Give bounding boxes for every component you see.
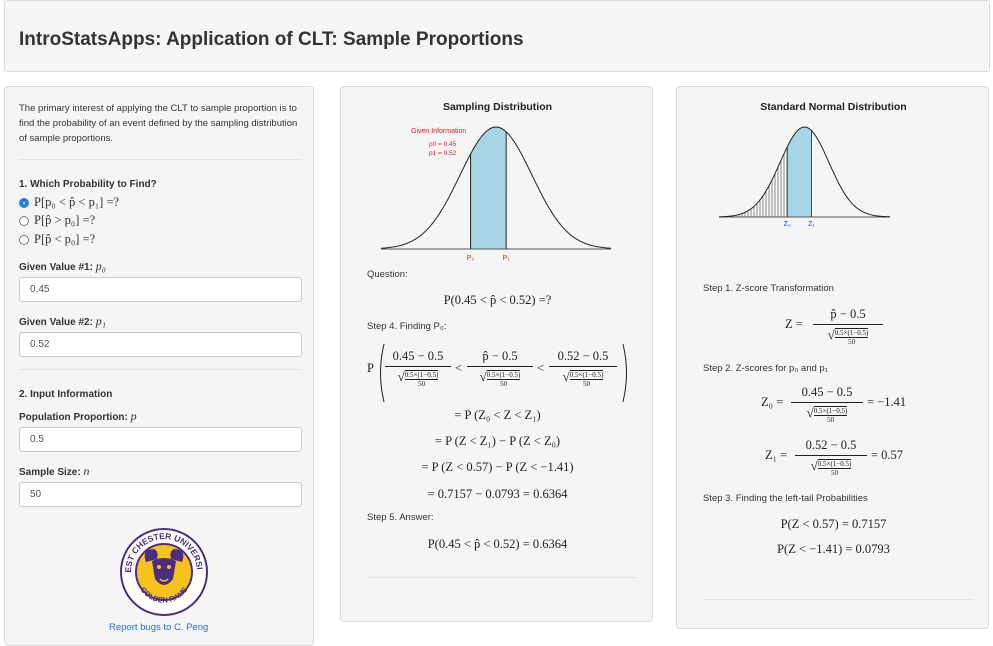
pop-input[interactable]: 0.5 bbox=[19, 427, 302, 452]
given1-input[interactable]: 0.45 bbox=[19, 277, 302, 302]
sampling-panel: Sampling Distribution Given Information … bbox=[340, 86, 653, 622]
step4-label: Step 4. Finding P₀: bbox=[367, 321, 447, 332]
pop-label: Population Proportion: p bbox=[19, 409, 137, 423]
n-label: Sample Size: n bbox=[19, 464, 90, 478]
question-math: P(0.45 < p̂ < 0.52) =? bbox=[443, 293, 552, 307]
option-greater-label: P[p̂ > p₀] =? bbox=[34, 213, 96, 227]
axis-z0-label: Z₀ bbox=[784, 221, 791, 228]
divider bbox=[19, 159, 302, 160]
sampling-distribution-chart: Given Information p0 = 0.45 p1 = 0.52 P₀… bbox=[380, 126, 612, 262]
prob1-math: P(Z < 0.57) = 0.7157 bbox=[780, 517, 887, 531]
option-less-label: P[p̂ < p₀] =? bbox=[34, 232, 96, 246]
report-bugs-link[interactable]: Report bugs to C. Peng bbox=[109, 622, 209, 633]
n-input[interactable]: 50 bbox=[19, 482, 302, 507]
radio-greater[interactable] bbox=[19, 215, 29, 226]
axis-p0-label: P₀ bbox=[467, 255, 475, 262]
sidebar-panel: The primary interest of applying the CLT… bbox=[4, 86, 314, 646]
derivation-line-4: = 0.7157 − 0.0793 = 0.6364 bbox=[427, 487, 568, 501]
z0-formula: Z₀ = 0.45 − 0.5 √ 0.5×(1−0.5) 50 = −1.41 bbox=[761, 385, 907, 425]
wcu-logo: WEST CHESTER UNIVERSITY GOLDEN RAMS bbox=[119, 527, 208, 616]
step1-label: Step 1. Z-score Transformation bbox=[703, 283, 834, 294]
given-p1: p1 = 0.52 bbox=[429, 150, 457, 157]
z-formula: Z = p̂ − 0.5 √ 0.5×(1−0.5) 50 bbox=[785, 307, 955, 351]
standard-normal-panel: Standard Normal Distribution Z₀ Z₁ Step … bbox=[676, 86, 989, 629]
radio-less[interactable] bbox=[19, 234, 29, 245]
step5-label: Step 5. Answer: bbox=[367, 512, 434, 523]
option-between[interactable]: P[p₀ < p̂ < p₁] =? bbox=[19, 195, 119, 210]
divider bbox=[703, 599, 973, 600]
page-title: IntroStatsApps: Application of CLT: Samp… bbox=[19, 29, 524, 50]
given1-label: Given Value #1: p₀ bbox=[19, 259, 106, 273]
app-header: IntroStatsApps: Application of CLT: Samp… bbox=[4, 0, 990, 72]
step2-label: Step 2. Z-scores for p₀ and p₁ bbox=[703, 363, 828, 374]
radio-between[interactable] bbox=[19, 197, 29, 208]
derivation-line-2: = P (Z < Z₁) − P (Z < Z₀) bbox=[434, 434, 561, 448]
standard-title: Standard Normal Distribution bbox=[760, 101, 907, 113]
given-info-title: Given Information bbox=[411, 128, 466, 135]
answer-math: P(0.45 < p̂ < 0.52) = 0.6364 bbox=[427, 537, 568, 551]
derivation-line-3: = P (Z < 0.57) − P (Z < −1.41) bbox=[421, 460, 574, 474]
section2-label: 2. Input Information bbox=[19, 389, 113, 400]
option-less[interactable]: P[p̂ < p₀] =? bbox=[19, 232, 95, 247]
given2-label: Given Value #2: p₁ bbox=[19, 314, 106, 328]
question-label: Question: bbox=[367, 269, 408, 280]
divider bbox=[19, 369, 302, 370]
intro-text: The primary interest of applying the CLT… bbox=[19, 103, 298, 144]
z1-formula: Z₁ = 0.52 − 0.5 √ 0.5×(1−0.5) 50 = 0.57 bbox=[765, 438, 904, 478]
derivation-line-1: = P (Z₀ < Z < Z₁) bbox=[454, 408, 541, 422]
section1-label: 1. Which Probability to Find? bbox=[19, 179, 157, 190]
standardization-expression: P 0.45 − 0.5 √ 0.5×(1−0.5) 50 < p̂ − 0.5 √… bbox=[367, 343, 637, 403]
standard-normal-chart: Z₀ Z₁ bbox=[718, 126, 891, 228]
divider bbox=[367, 577, 637, 578]
axis-p1-label: P₁ bbox=[503, 255, 511, 262]
sampling-title: Sampling Distribution bbox=[442, 101, 553, 113]
step3-label: Step 3. Finding the left-tail Probabilit… bbox=[703, 493, 868, 504]
option-between-label: P[p₀ < p̂ < p₁] =? bbox=[34, 195, 120, 209]
given-p0: p0 = 0.45 bbox=[429, 141, 457, 148]
option-greater[interactable]: P[p̂ > p₀] =? bbox=[19, 213, 95, 228]
prob2-math: P(Z < −1.41) = 0.0793 bbox=[777, 542, 890, 556]
given2-input[interactable]: 0.52 bbox=[19, 332, 302, 357]
axis-z1-label: Z₁ bbox=[808, 221, 815, 228]
